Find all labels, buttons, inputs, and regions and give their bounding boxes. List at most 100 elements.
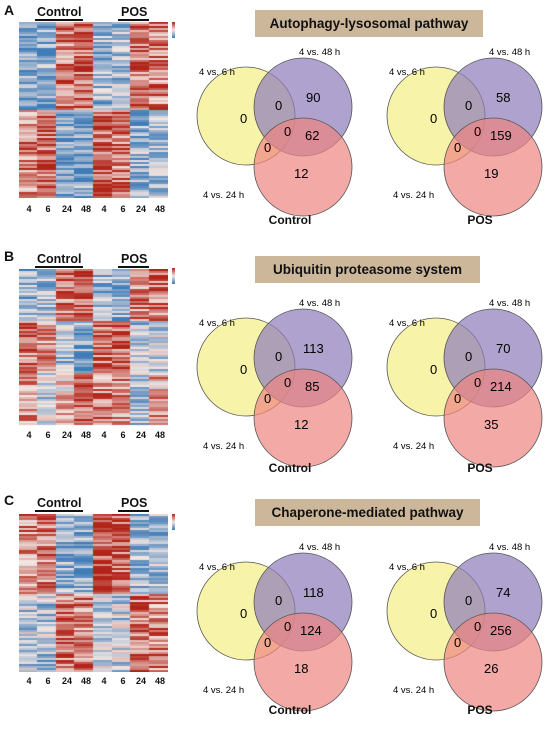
heatmap-time-label: 6 (120, 204, 126, 214)
panel-letter: C (4, 492, 15, 508)
venn-count-48h-24h: 62 (305, 128, 319, 143)
venn-count-6h-24h: 0 (264, 635, 271, 650)
venn-count-only-48h: 118 (303, 585, 324, 600)
venn-diagram-pos: 4 vs. 6 h 4 vs. 48 h 4 vs. 24 h 0 58 19 … (386, 47, 543, 217)
venn-count-all: 0 (474, 375, 481, 390)
venn-set-label: 4 vs. 6 h (389, 562, 425, 573)
venn-count-only-24h: 18 (294, 661, 308, 676)
panel-c: C Control POS 4 6 24 48 4 6 24 48 Chaper… (0, 490, 550, 730)
venn-count-only-24h: 19 (484, 166, 498, 181)
venn-condition-label-control: Control (268, 213, 312, 227)
venn-circle-24h (443, 368, 543, 468)
heatmap-time-label: 48 (154, 204, 165, 214)
venn-count-48h-24h: 214 (490, 379, 512, 394)
venn-set-label: 4 vs. 6 h (199, 562, 235, 573)
expression-heatmap (19, 514, 168, 672)
venn-count-only-48h: 58 (496, 90, 510, 105)
venn-condition-label-control: Control (268, 461, 312, 475)
heatmap-time-label: 24 (135, 676, 146, 686)
venn-set-label: 4 vs. 6 h (199, 67, 235, 78)
heatmap-cells (19, 22, 168, 198)
color-scale-icon (172, 514, 182, 530)
color-scale-icon (172, 22, 182, 38)
venn-diagram-control: 4 vs. 6 h 4 vs. 48 h 4 vs. 24 h 0 113 12… (196, 298, 353, 468)
venn-count-6h-48h: 0 (275, 349, 282, 364)
heatmap-group-label-pos: POS (121, 5, 148, 19)
pathway-title: Chaperone-mediated pathway (255, 499, 480, 526)
venn-condition-label-pos: POS (467, 213, 493, 227)
venn-set-label: 4 vs. 48 h (299, 47, 340, 58)
venn-set-label: 4 vs. 24 h (203, 190, 244, 201)
venn-circle-24h (443, 612, 543, 712)
heatmap-time-label: 6 (45, 430, 51, 440)
venn-set-label: 4 vs. 48 h (489, 47, 530, 58)
panel-a: A Control POS 4 6 24 48 4 6 24 48 Autoph… (0, 0, 550, 240)
venn-condition-label-pos: POS (467, 461, 493, 475)
heatmap-time-label: 4 (26, 676, 32, 686)
heatmap-group-label-pos: POS (121, 252, 148, 266)
venn-count-only-48h: 113 (303, 341, 324, 356)
panel-letter: A (4, 2, 15, 18)
heatmap-time-label: 24 (61, 204, 72, 214)
venn-count-only-24h: 35 (484, 417, 498, 432)
venn-count-only-24h: 26 (484, 661, 498, 676)
group-underline-control (35, 266, 83, 268)
venn-set-label: 4 vs. 24 h (393, 190, 434, 201)
heatmap-time-label: 24 (135, 430, 146, 440)
heatmap-group-label-pos: POS (121, 496, 148, 510)
venn-count-all: 0 (284, 619, 291, 634)
heatmap-time-label: 24 (61, 430, 72, 440)
venn-count-6h-48h: 0 (465, 98, 472, 113)
expression-heatmap (19, 22, 168, 198)
venn-set-label: 4 vs. 6 h (389, 67, 425, 78)
venn-count-only-6h: 0 (240, 362, 247, 377)
venn-set-label: 4 vs. 48 h (489, 298, 530, 309)
venn-count-6h-48h: 0 (465, 349, 472, 364)
heatmap-time-label: 24 (135, 204, 146, 214)
heatmap-time-label: 6 (45, 676, 51, 686)
venn-count-6h-24h: 0 (454, 635, 461, 650)
venn-circle-24h (253, 612, 353, 712)
group-underline-control (35, 510, 83, 512)
venn-count-6h-24h: 0 (264, 140, 271, 155)
heatmap-time-label: 48 (80, 676, 91, 686)
venn-diagram-pos: 4 vs. 6 h 4 vs. 48 h 4 vs. 24 h 0 74 26 … (386, 542, 543, 712)
venn-set-label: 4 vs. 24 h (393, 441, 434, 452)
venn-count-6h-48h: 0 (275, 98, 282, 113)
venn-count-all: 0 (284, 375, 291, 390)
venn-diagram-control: 4 vs. 6 h 4 vs. 48 h 4 vs. 24 h 0 118 18… (196, 542, 353, 712)
heatmap-time-label: 4 (26, 430, 32, 440)
expression-heatmap (19, 269, 168, 426)
heatmap-group-label-control: Control (37, 252, 82, 266)
pathway-title: Ubiquitin proteasome system (255, 256, 480, 283)
venn-set-label: 4 vs. 48 h (299, 298, 340, 309)
group-underline-pos (118, 510, 149, 512)
venn-count-48h-24h: 124 (300, 623, 322, 638)
venn-count-only-48h: 70 (496, 341, 510, 356)
venn-count-only-6h: 0 (240, 606, 247, 621)
venn-count-only-6h: 0 (430, 606, 437, 621)
venn-circle-24h (253, 117, 353, 217)
heatmap-time-label: 24 (61, 676, 72, 686)
heatmap-group-label-control: Control (37, 496, 82, 510)
venn-count-only-6h: 0 (240, 111, 247, 126)
venn-diagram-control: 4 vs. 6 h 4 vs. 48 h 4 vs. 24 h 0 90 12 … (196, 47, 353, 217)
venn-set-label: 4 vs. 6 h (199, 318, 235, 329)
venn-set-label: 4 vs. 6 h (389, 318, 425, 329)
heatmap-time-label: 6 (45, 204, 51, 214)
color-scale-icon (172, 268, 182, 284)
venn-set-label: 4 vs. 24 h (393, 685, 434, 696)
group-underline-pos (118, 19, 149, 21)
venn-set-label: 4 vs. 24 h (203, 441, 244, 452)
heatmap-time-label: 4 (101, 430, 107, 440)
heatmap-cells (19, 269, 168, 426)
venn-count-6h-24h: 0 (454, 140, 461, 155)
heatmap-time-label: 48 (80, 430, 91, 440)
heatmap-time-label: 6 (120, 676, 126, 686)
venn-diagram-pos: 4 vs. 6 h 4 vs. 48 h 4 vs. 24 h 0 70 35 … (386, 298, 543, 468)
venn-count-only-48h: 90 (306, 90, 320, 105)
venn-count-only-48h: 74 (496, 585, 510, 600)
venn-set-label: 4 vs. 48 h (489, 542, 530, 553)
panel-b: B Control POS 4 6 24 48 4 6 24 48 Ubiqui… (0, 246, 550, 486)
venn-count-48h-24h: 85 (305, 379, 319, 394)
